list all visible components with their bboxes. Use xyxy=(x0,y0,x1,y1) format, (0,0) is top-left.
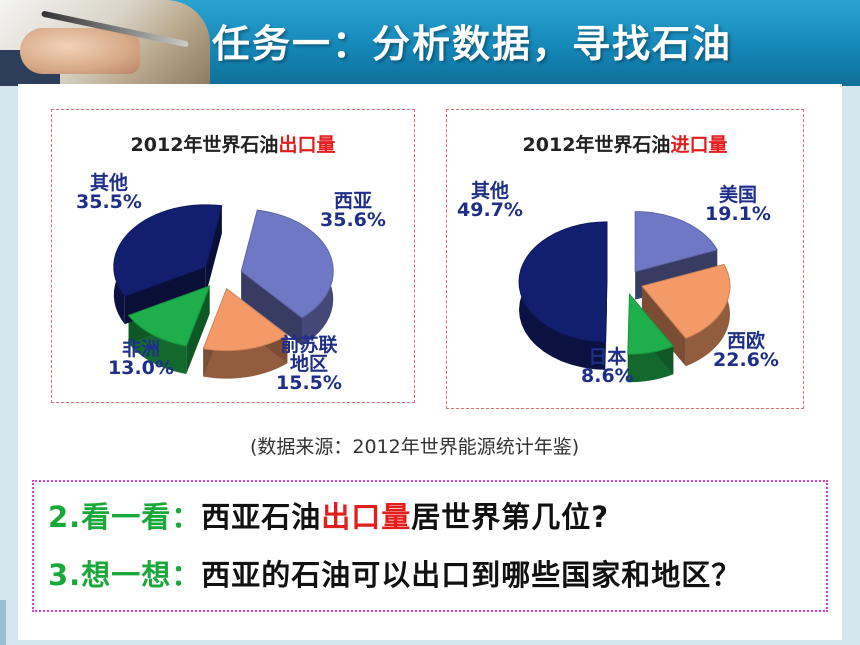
pie-slice-wall-0-3-1 xyxy=(205,205,222,295)
pie-slice-wall-1-1-1 xyxy=(641,286,686,367)
import-label-westeurope-name: 西欧 xyxy=(726,330,765,352)
export-pie-svg xyxy=(113,204,334,379)
pie-slice-0-0 xyxy=(240,209,334,319)
question-1: 2.看一看：西亚石油出口量居世界第几位? xyxy=(48,494,609,536)
pie-slice-side-1-1 xyxy=(685,264,730,367)
question-2: 3.想一想：西亚的石油可以出口到哪些国家和地区？ xyxy=(48,552,741,594)
import-chart: 2012年世界石油进口量 其他 49.7% 美国 19.1% 西欧 22.6% … xyxy=(446,109,804,409)
import-label-other-name: 其他 xyxy=(470,180,509,202)
question-1-number: 2.看一看： xyxy=(48,500,202,534)
import-label-usa-name: 美国 xyxy=(718,184,757,206)
import-label-japan: 日本 8.6% xyxy=(581,348,634,386)
export-label-africa: 非洲 13.0% xyxy=(108,340,174,378)
export-label-other-pct: 35.5% xyxy=(76,191,142,213)
export-label-westasia-name: 西亚 xyxy=(333,190,372,212)
export-label-westasia: 西亚 35.6% xyxy=(320,192,386,230)
header-bar: 任务一：分析数据，寻找石油 xyxy=(0,0,860,86)
content-area: 2012年世界石油出口量 其他 35.5% 西亚 35.6% 非洲 13.0% … xyxy=(18,84,842,640)
question-2-text: 西亚的石油可以出口到哪些国家和地区？ xyxy=(201,558,742,592)
import-label-other: 其他 49.7% xyxy=(457,182,523,220)
import-label-usa-pct: 19.1% xyxy=(705,203,771,225)
import-chart-title-highlight: 进口量 xyxy=(670,134,728,156)
questions-box: 2.看一看：西亚石油出口量居世界第几位? 3.想一想：西亚的石油可以出口到哪些国… xyxy=(32,480,828,612)
question-1-highlight: 出口量 xyxy=(321,500,412,534)
export-chart-title-highlight: 出口量 xyxy=(278,134,336,156)
import-label-other-pct: 49.7% xyxy=(457,199,523,221)
corner-accent xyxy=(0,600,6,645)
export-label-ussr-name2: 地区 xyxy=(289,353,328,375)
question-2-number: 3.想一想： xyxy=(48,558,202,592)
import-label-japan-pct: 8.6% xyxy=(581,365,634,387)
export-label-ussr: 前苏联 地区 15.5% xyxy=(276,336,342,393)
export-label-ussr-name1: 前苏联 xyxy=(280,334,338,356)
export-chart-title-prefix: 2012年世界石油 xyxy=(130,134,279,156)
pie-slice-1-0 xyxy=(634,211,718,273)
page-title: 任务一：分析数据，寻找石油 xyxy=(212,22,733,66)
import-chart-title: 2012年世界石油进口量 xyxy=(447,130,803,157)
export-label-other-name: 其他 xyxy=(89,172,128,194)
export-label-ussr-pct: 15.5% xyxy=(276,372,342,394)
header-photo xyxy=(0,0,210,86)
pie-slice-wall-0-0-1 xyxy=(241,271,303,346)
export-label-westasia-pct: 35.6% xyxy=(320,209,386,231)
export-chart-title: 2012年世界石油出口量 xyxy=(52,130,414,157)
pie-slice-1-2 xyxy=(627,292,675,355)
export-label-other: 其他 35.5% xyxy=(76,174,142,212)
import-label-westeurope-pct: 22.6% xyxy=(713,349,779,371)
import-label-westeurope: 西欧 22.6% xyxy=(713,332,779,370)
data-source-note: (数据来源：2012年世界能源统计年鉴) xyxy=(250,436,580,458)
export-label-africa-name: 非洲 xyxy=(121,338,160,360)
hand-shape xyxy=(20,28,140,74)
pie-slice-0-2 xyxy=(127,285,211,347)
import-chart-title-prefix: 2012年世界石油 xyxy=(522,134,671,156)
pie-slice-1-3 xyxy=(518,221,608,343)
import-pie-svg xyxy=(518,211,731,383)
import-label-japan-name: 日本 xyxy=(588,346,627,368)
import-label-usa: 美国 19.1% xyxy=(705,186,771,224)
question-1-post: 居世界第几位? xyxy=(411,500,610,534)
pie-slice-1-1 xyxy=(641,263,731,339)
pie-slice-0-3 xyxy=(113,204,223,297)
export-label-africa-pct: 13.0% xyxy=(108,357,174,379)
pie-slice-0-1 xyxy=(202,287,289,352)
export-chart: 2012年世界石油出口量 其他 35.5% 西亚 35.6% 非洲 13.0% … xyxy=(51,109,415,403)
question-1-pre: 西亚石油 xyxy=(201,500,322,534)
